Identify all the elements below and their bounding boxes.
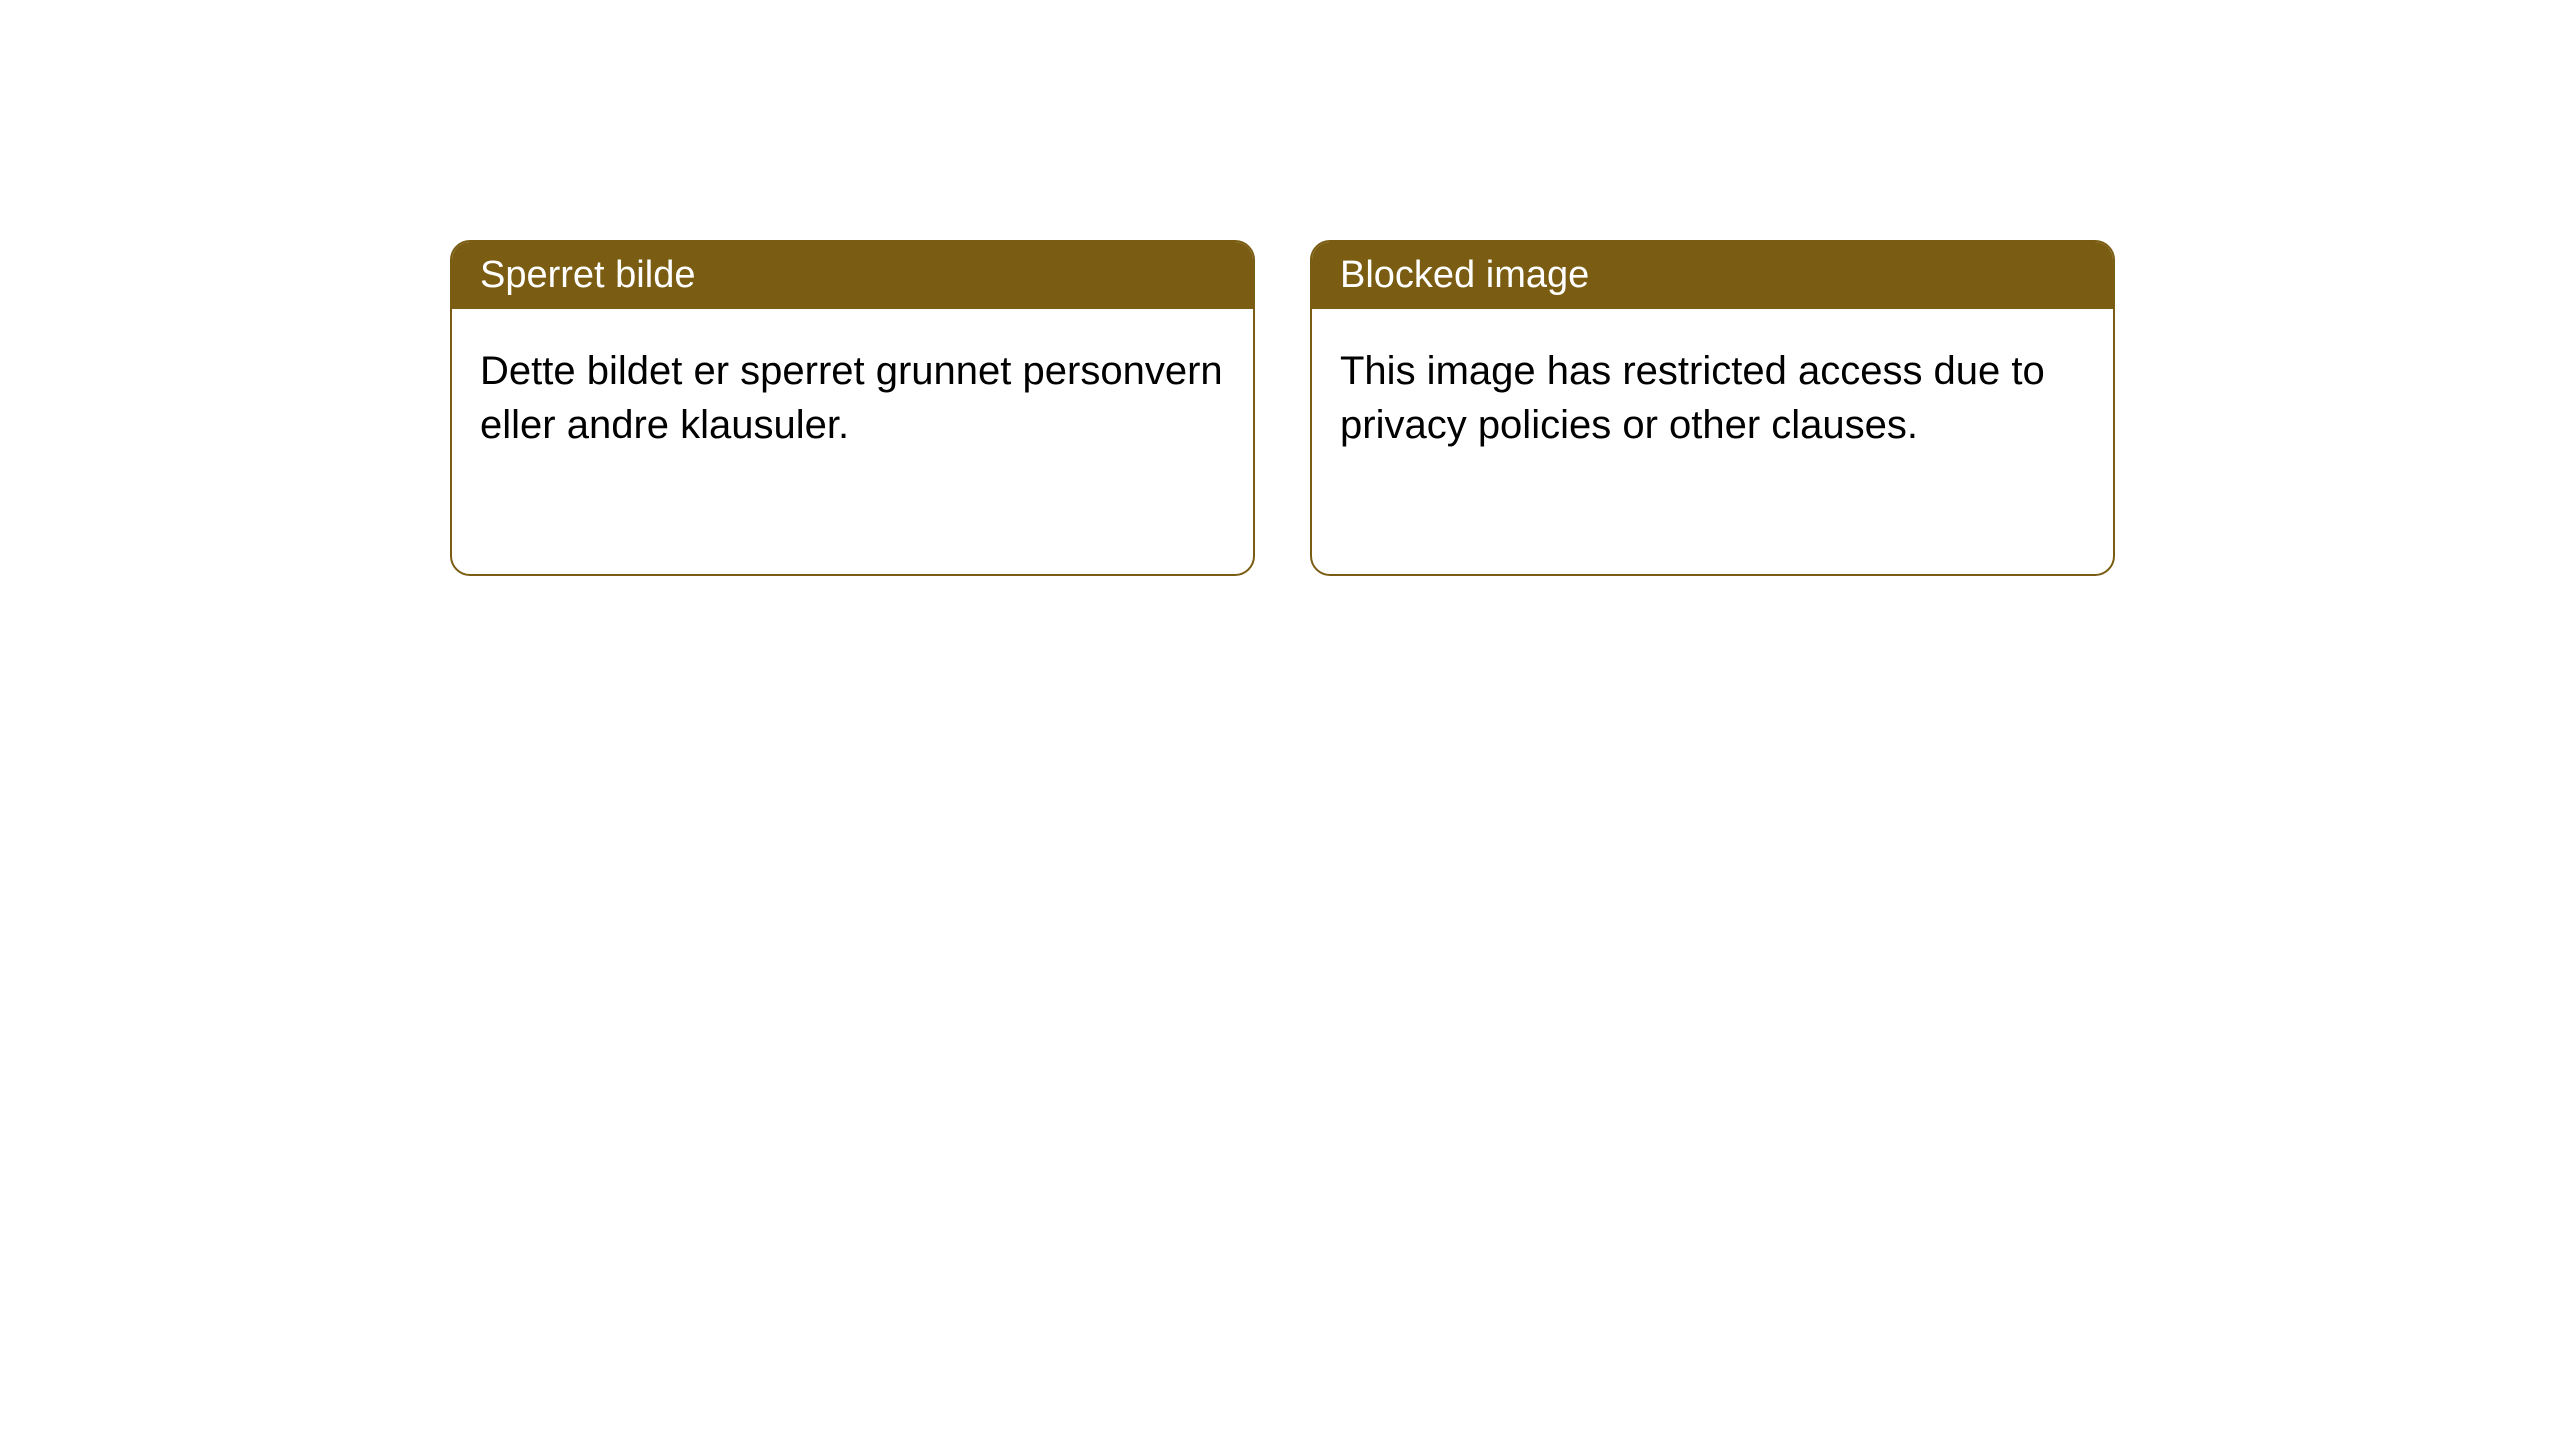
- notice-cards-container: Sperret bilde Dette bildet er sperret gr…: [450, 240, 2115, 576]
- card-header-norwegian: Sperret bilde: [452, 242, 1253, 309]
- card-header-english: Blocked image: [1312, 242, 2113, 309]
- notice-card-norwegian: Sperret bilde Dette bildet er sperret gr…: [450, 240, 1255, 576]
- notice-card-english: Blocked image This image has restricted …: [1310, 240, 2115, 576]
- card-body-english: This image has restricted access due to …: [1312, 309, 2113, 574]
- card-body-norwegian: Dette bildet er sperret grunnet personve…: [452, 309, 1253, 574]
